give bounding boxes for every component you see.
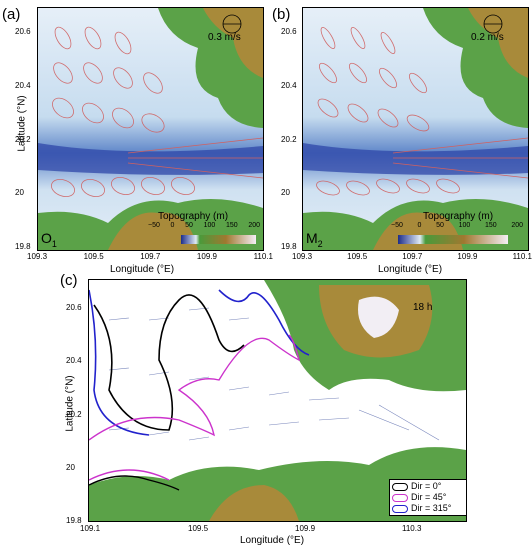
panel-b-cb-tick: 50: [436, 222, 444, 229]
panel-b-xtick: 109.9: [457, 252, 478, 261]
panel-c-map-graphic: [89, 280, 466, 521]
panel-c-yticks: 20.6 20.4 20.2 20 19.8: [66, 303, 82, 525]
panel-a-scale-label: 0.3 m/s: [208, 32, 241, 43]
legend-label-dir-315: Dir = 315°: [411, 503, 452, 513]
legend-entry-dir-45: Dir = 45°: [392, 492, 464, 503]
panel-c-ytick: 20.6: [66, 303, 82, 312]
panel-b-cb-tick: 200: [511, 222, 523, 229]
panel-a-xtick: 109.3: [27, 252, 48, 261]
panel-c-time-label: 18 h: [413, 302, 433, 313]
panel-c-xlabel: Longitude (°E): [240, 535, 305, 546]
panel-a-xlabel: Longitude (°E): [110, 264, 175, 275]
panel-b-map: 0.2 m/s Topography (m) −50 0 50 100 150 …: [302, 7, 529, 251]
panel-a-cb-tick: 50: [185, 222, 193, 229]
panel-a-cb-tick: 0: [170, 222, 175, 229]
panel-b-ytick: 20.4: [281, 80, 297, 90]
panel-a-cb-tick: −50: [148, 222, 160, 229]
panel-a-xticks: 109.3 109.5 109.7 109.9 110.1: [27, 252, 273, 261]
panel-c-map: 18 h Dir = 0° Dir = 45° Dir = 315°: [88, 279, 467, 522]
legend-label-dir-0: Dir = 0°: [411, 481, 442, 491]
panel-b-cb-tick: 100: [458, 222, 471, 229]
panel-a-constituent: O1: [41, 230, 57, 249]
panel-b-colorbar-ticks: −50 0 50 100 150 200: [391, 222, 523, 229]
panel-a-colorbar-ticks: −50 0 50 100 150 200: [148, 222, 260, 229]
panel-b-ytick: 19.8: [281, 242, 297, 251]
panel-c-ytick: 20.4: [66, 356, 82, 366]
panel-b-cb-tick: −50: [391, 222, 403, 229]
panel-b-cb-tick: 150: [484, 222, 497, 229]
panel-a-cb-tick: 100: [203, 222, 216, 229]
panel-a-xtick: 109.7: [140, 252, 161, 261]
panel-a-ytick: 19.8: [15, 242, 31, 251]
panel-a-yticks: 20.6 20.4 20.2 20 19.8: [15, 27, 31, 251]
panel-b-constituent-sub: 2: [317, 238, 323, 249]
panel-b-xtick: 110.1: [512, 252, 532, 261]
legend-entry-dir-0: Dir = 0°: [392, 481, 464, 492]
panel-b-constituent: M2: [306, 230, 323, 249]
panel-a-colorbar-title: Topography (m): [158, 211, 229, 222]
panel-a-map-graphic: [38, 8, 263, 250]
panel-a-xtick: 109.9: [196, 252, 217, 261]
panel-b-yticks: 20.6 20.4 20.2 20 19.8: [281, 27, 297, 251]
panel-c-xtick: 109.5: [188, 524, 209, 533]
panel-a-constituent-sub: 1: [51, 238, 57, 249]
panel-b-colorbar-title: Topography (m): [423, 211, 494, 222]
panel-c-ytick: 20: [66, 462, 75, 472]
panel-a-cb-tick: 200: [248, 222, 260, 229]
legend-swatch-dir-0: [392, 482, 408, 491]
panel-c-letter: (c): [60, 272, 78, 289]
panel-b-ytick: 20: [281, 188, 290, 198]
panel-b-xticks: 109.3 109.5 109.7 109.9 110.1: [292, 252, 532, 261]
panel-a-constituent-letter: O: [41, 230, 52, 246]
panel-b-letter: (b): [272, 6, 291, 23]
panel-a-ytick: 20.2: [15, 134, 31, 144]
panel-a-letter: (a): [2, 6, 21, 23]
panel-b-cb-tick: 0: [417, 222, 422, 229]
legend-swatch-dir-45: [392, 493, 408, 502]
panel-b-xtick: 109.3: [292, 252, 313, 261]
panel-b-constituent-letter: M: [306, 230, 318, 246]
panel-a-ytick: 20: [15, 188, 24, 198]
panel-b-scale-label: 0.2 m/s: [471, 32, 504, 43]
panel-b-xtick: 109.7: [402, 252, 423, 261]
panel-c-ytick: 19.8: [66, 516, 82, 525]
panel-a-ytick: 20.6: [15, 27, 31, 36]
legend-swatch-dir-315: [392, 504, 408, 513]
panel-a-ytick: 20.4: [15, 80, 31, 90]
legend-label-dir-45: Dir = 45°: [411, 492, 447, 502]
panel-a-xtick: 110.1: [253, 252, 273, 261]
panel-c-xtick: 109.9: [295, 524, 316, 533]
legend-entry-dir-315: Dir = 315°: [392, 503, 464, 514]
panel-a-xtick: 109.5: [83, 252, 104, 261]
panel-c-xtick: 110.3: [402, 524, 422, 533]
panel-c-legend: Dir = 0° Dir = 45° Dir = 315°: [389, 479, 466, 516]
panel-a-map: 0.3 m/s Topography (m) −50 0 50 100 150 …: [37, 7, 264, 251]
panel-b-ytick: 20.6: [281, 27, 297, 36]
panel-b-xtick: 109.5: [347, 252, 368, 261]
panel-b-ytick: 20.2: [281, 134, 297, 144]
panel-b-map-graphic: [303, 8, 528, 250]
panel-c-xtick: 109.1: [80, 524, 101, 533]
panel-c-ytick: 20.2: [66, 409, 82, 419]
panel-b-xlabel: Longitude (°E): [378, 264, 443, 275]
panel-a-cb-tick: 150: [225, 222, 238, 229]
